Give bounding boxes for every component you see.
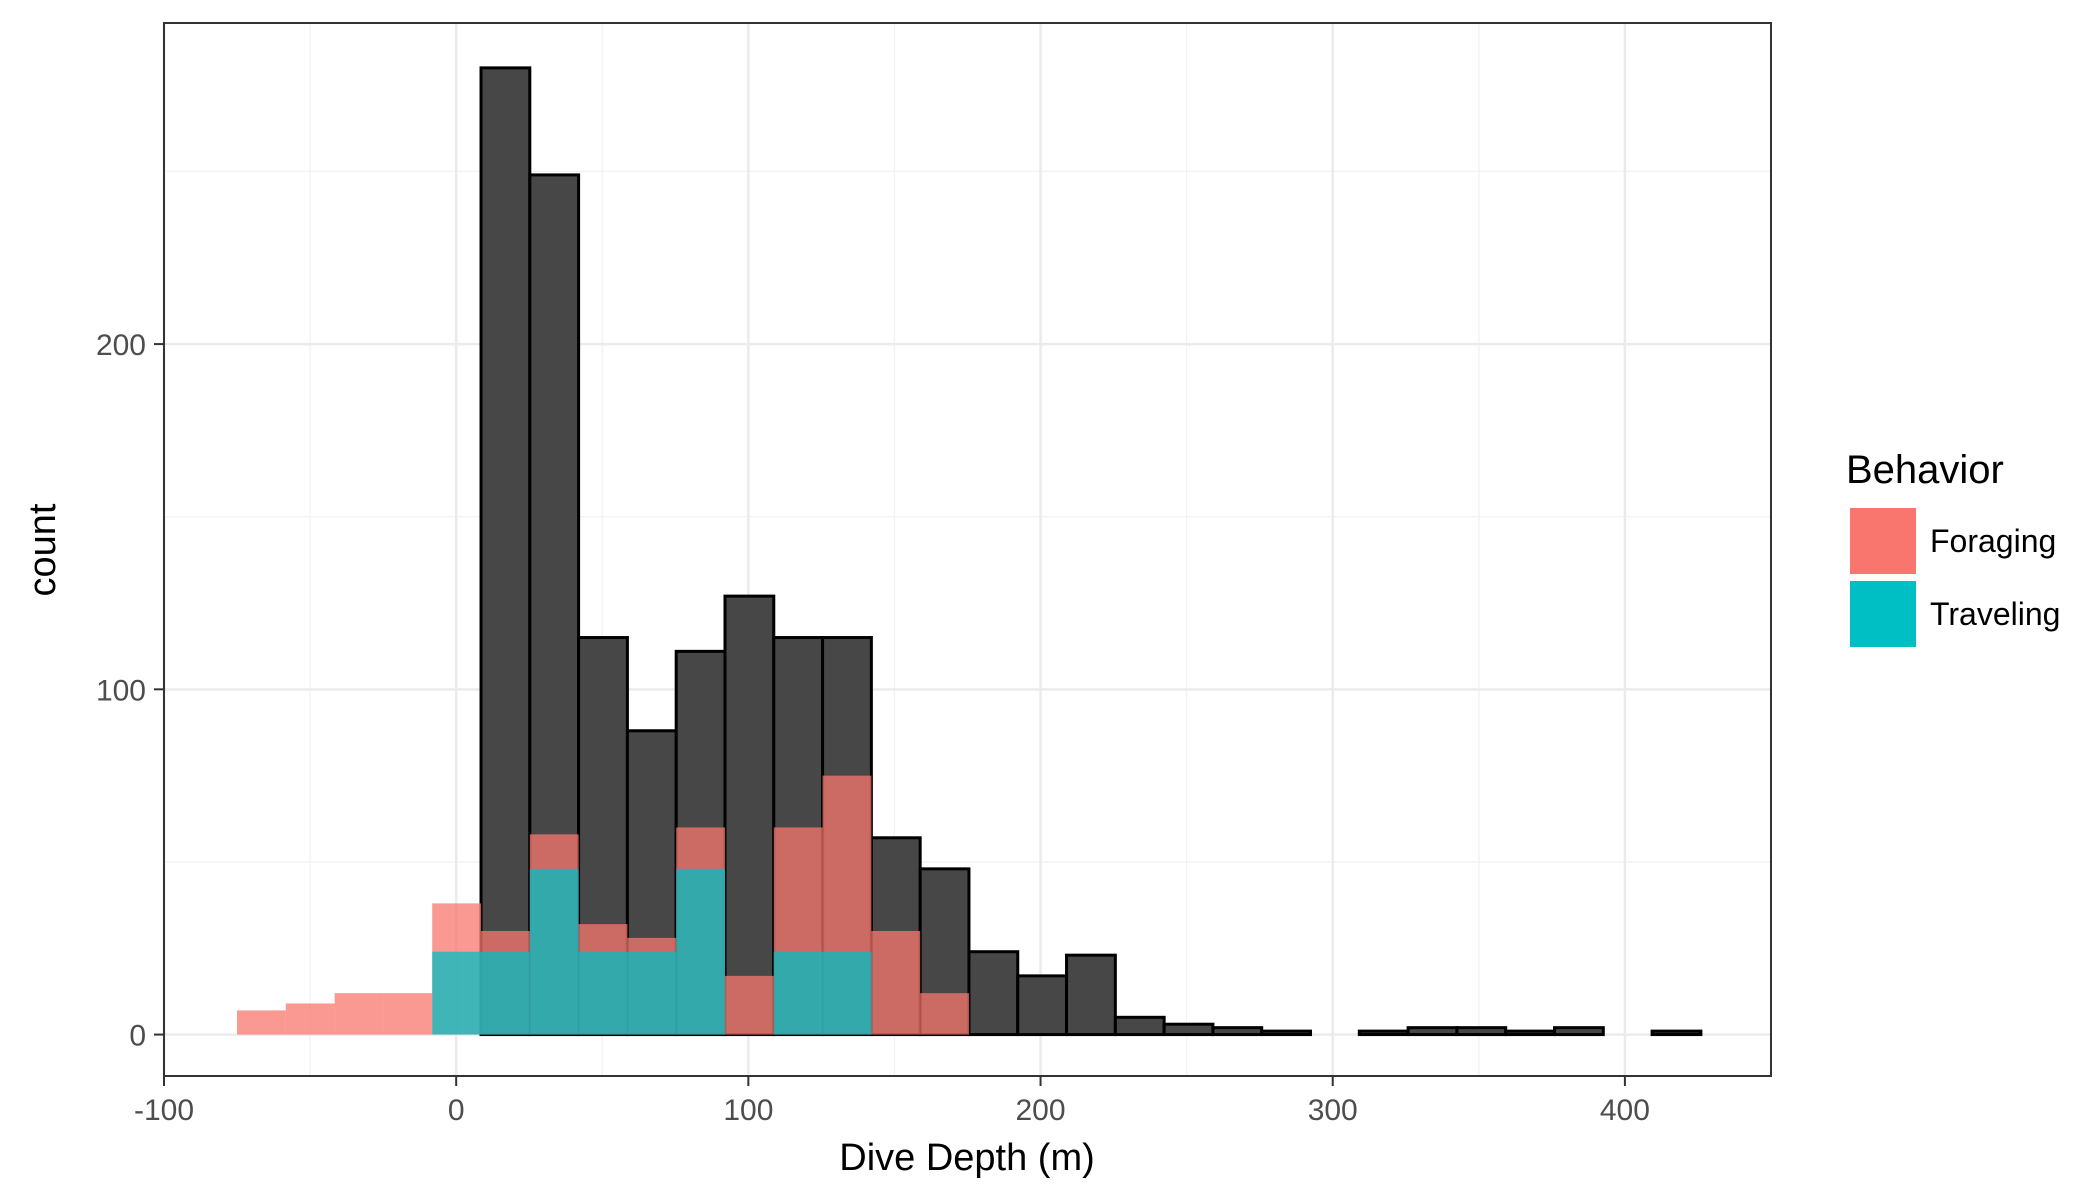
total-bar-15: [967, 950, 1020, 1037]
x-tick-label: 100: [723, 1094, 773, 1127]
legend-label-foraging: Foraging: [1930, 523, 2056, 559]
traveling-bar-5: [676, 868, 725, 1035]
total-bar-25: [1455, 1026, 1508, 1037]
legend-label-traveling: Traveling: [1930, 596, 2060, 632]
total-bar-19: [1162, 1022, 1215, 1037]
y-tick-label: 0: [129, 1020, 146, 1053]
traveling-bar-4: [627, 951, 677, 1035]
series-bars: [237, 775, 969, 1035]
total-bar-17: [1065, 953, 1117, 1037]
traveling-bar-0: [432, 951, 482, 1035]
foraging-bar-14: [920, 993, 969, 1035]
legend-title: Behavior: [1846, 448, 2004, 492]
foraging-bar-1: [285, 1003, 335, 1035]
total-bar-18: [1113, 1015, 1166, 1037]
grid-minor: [164, 23, 1771, 1076]
x-tick-label: 400: [1600, 1094, 1650, 1127]
legend-swatch-traveling: [1850, 581, 1916, 647]
total-bar-21: [1260, 1029, 1313, 1037]
y-tick-label: 200: [96, 329, 146, 362]
total-bar-10: [723, 594, 776, 1037]
x-tick-label: 200: [1016, 1094, 1066, 1127]
x-axis: -100 0 100 200 300 400: [134, 1076, 1650, 1127]
y-axis: 0 100 200: [96, 329, 164, 1053]
traveling-bar-7: [822, 951, 872, 1035]
x-tick-label: 300: [1308, 1094, 1358, 1127]
foraging-bar-3: [383, 993, 433, 1035]
x-tick-label: -100: [134, 1094, 194, 1127]
foraging-bar-2: [334, 993, 384, 1035]
traveling-bar-3: [578, 951, 628, 1035]
total-bar-16: [1016, 974, 1069, 1037]
plot-border: [163, 22, 1772, 1077]
traveling-bar-2: [529, 868, 579, 1035]
x-axis-title: Dive Depth (m): [839, 1137, 1095, 1179]
legend: Behavior Foraging Traveling: [1846, 448, 2060, 647]
legend-swatch-foraging: [1850, 508, 1916, 574]
total-bar-5: [479, 66, 532, 1037]
y-tick-label: 100: [96, 674, 146, 707]
foraging-bar-13: [871, 930, 921, 1035]
total-bar-26: [1504, 1029, 1556, 1037]
foraging-bar-10: [724, 975, 774, 1035]
total-bar-20: [1211, 1026, 1264, 1037]
foraging-bar-0: [237, 1010, 286, 1035]
traveling-bar-1: [481, 951, 530, 1035]
total-bar-29: [1650, 1029, 1703, 1037]
traveling-bar-6: [773, 951, 823, 1035]
y-axis-title: count: [22, 503, 64, 596]
total-bar-24: [1406, 1026, 1459, 1037]
total-bar-27: [1552, 1026, 1605, 1037]
total-bar-23: [1357, 1029, 1410, 1037]
x-tick-label: 0: [448, 1094, 465, 1127]
